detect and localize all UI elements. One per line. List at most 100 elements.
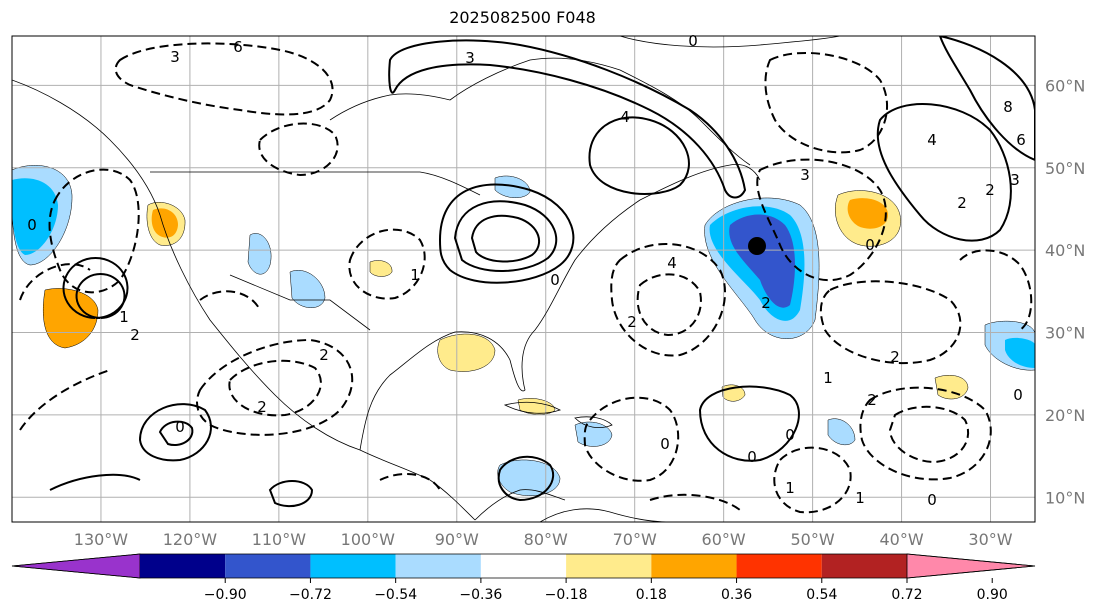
lon-tick-label: 60°W	[702, 530, 746, 549]
contour-label: 4	[667, 254, 677, 272]
lon-tick-label: 130°W	[74, 530, 129, 549]
colorbar-bin	[821, 554, 907, 578]
border-us-mexico	[229, 274, 371, 331]
contour-label: 2	[867, 391, 877, 409]
map-title: 2025082500 F048	[449, 8, 596, 27]
contour-label: 3	[800, 166, 810, 184]
contour-label: 3	[465, 49, 475, 67]
lon-tick-label: 40°W	[879, 530, 923, 549]
contour-label: 1	[410, 266, 420, 284]
coastlines	[12, 36, 841, 522]
colorbar-extend-min	[11, 553, 141, 579]
dashed-contours	[19, 42, 1033, 514]
contour-label: 3	[1010, 171, 1020, 189]
lon-tick-label: 70°W	[613, 530, 657, 549]
contour-label: 3	[170, 48, 180, 66]
lat-tick-label: 60°N	[1045, 76, 1085, 95]
cyclone-center-marker	[748, 237, 766, 255]
coastline-gulf	[359, 163, 761, 451]
colorbar-bin	[480, 554, 567, 578]
lat-tick-label: 20°N	[1045, 406, 1085, 425]
colorbar-tick-label: 0.18	[636, 587, 667, 603]
lat-tick-label: 10°N	[1045, 488, 1085, 507]
colorbar-bin	[395, 554, 481, 578]
contour-label: 0	[175, 418, 185, 436]
lon-tick-label: 120°W	[163, 530, 218, 549]
coastline-north-america	[12, 79, 476, 521]
lon-tick-label: 90°W	[435, 530, 479, 549]
colorbar-bin	[566, 554, 652, 578]
contour-label: 0	[785, 426, 795, 444]
lon-tick-label: 110°W	[252, 530, 307, 549]
shade-orange-east	[847, 198, 888, 229]
shade-yellow-cuba	[517, 398, 556, 415]
shade-yellow-texas	[369, 260, 393, 277]
contour-label: 0	[865, 236, 875, 254]
contour-label: 2	[257, 398, 267, 416]
colorbar-tick-label: 0.90	[977, 587, 1008, 603]
coastline-central-america	[474, 489, 566, 521]
contour-label: 0	[1013, 386, 1023, 404]
solid-contours	[49, 36, 1035, 508]
colorbar-tick-label: −0.54	[374, 587, 417, 603]
shade-blue-plains2	[289, 270, 326, 308]
contour-label: 0	[27, 216, 37, 234]
contour-label: 0	[927, 491, 937, 509]
contour-label: 2	[890, 348, 900, 366]
contour-label: 2	[957, 194, 967, 212]
contour-label: 6	[1016, 131, 1026, 149]
lon-tick-label: 100°W	[341, 530, 396, 549]
shading-layer	[12, 165, 1035, 496]
colorbar-tick-label: −0.36	[459, 587, 502, 603]
shade-blue-atlantic-core	[729, 214, 795, 308]
contour-label: 2	[319, 346, 329, 364]
contour-label: 8	[1003, 98, 1013, 116]
colorbar-outline	[11, 553, 1036, 579]
colorbar-tick-label: 0.54	[806, 587, 837, 603]
contour-label: 0	[550, 271, 560, 289]
contour-lines	[19, 36, 1035, 514]
border-us-canada	[150, 171, 481, 196]
shade-blue-west-inner	[12, 178, 58, 255]
shade-blue-pr	[574, 421, 613, 447]
colorbar-bin	[736, 554, 822, 578]
gridlines	[12, 36, 1035, 522]
map-frame	[11, 35, 1036, 523]
colorbar-tick-label: 0.72	[891, 587, 922, 603]
colorbar: −0.90 −0.72 −0.54 −0.36 −0.18 0.18 0.36 0.54 0.7…	[11, 553, 1036, 603]
contour-label: 2	[985, 181, 995, 199]
contour-label: 1	[823, 369, 833, 387]
colorbar-extend-max	[906, 553, 1036, 579]
contour-label: 0	[747, 448, 757, 466]
contour-label: 4	[620, 108, 630, 126]
coastline-hispaniola	[574, 416, 613, 429]
contour-label: 2	[130, 326, 140, 344]
contour-label: 1	[119, 308, 129, 326]
shade-orange-coast-inner	[151, 208, 178, 238]
lat-tick-label: 30°N	[1045, 324, 1085, 343]
longitude-labels: 130°W 120°W 110°W 100°W 90°W 80°W 70°W 60°W 50°W…	[74, 530, 1013, 549]
shade-blue-ontario	[494, 175, 531, 198]
contour-label: 2	[627, 313, 637, 331]
coastline-canada	[329, 57, 751, 166]
colorbar-bin	[310, 554, 396, 578]
lon-tick-label: 80°W	[524, 530, 568, 549]
contour-label: 0	[660, 435, 670, 453]
coastline-cuba	[503, 401, 562, 414]
colorbar-tick-label: −0.18	[545, 587, 588, 603]
lat-tick-label: 50°N	[1045, 159, 1085, 178]
coastline-south-america	[539, 508, 671, 522]
shade-yellow-gulf	[437, 333, 496, 372]
colorbar-tick-label: −0.72	[289, 587, 332, 603]
colorbar-tick-label: 0.36	[721, 587, 752, 603]
contour-label: 4	[927, 131, 937, 149]
shade-blue-plains	[247, 233, 272, 275]
colorbar-bin	[140, 554, 226, 578]
shade-yellow-southeast	[934, 375, 969, 400]
contour-label: 6	[233, 38, 243, 56]
lon-tick-label: 30°W	[968, 530, 1012, 549]
contour-label: 2	[761, 294, 771, 312]
contour-label: 1	[855, 489, 865, 507]
